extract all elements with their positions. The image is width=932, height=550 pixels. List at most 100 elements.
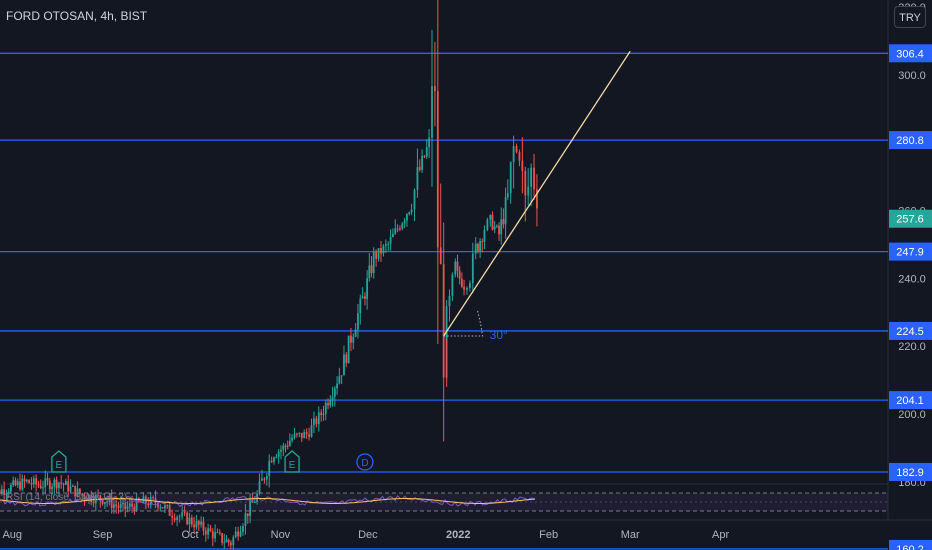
- dividend-marker-label: D: [361, 458, 368, 469]
- candle-body: [147, 503, 150, 506]
- candle-body: [251, 500, 254, 503]
- level-price-label: 306.4: [896, 48, 924, 60]
- candle-body: [57, 482, 60, 489]
- candle-body: [249, 500, 251, 517]
- candle-body: [237, 531, 240, 537]
- level-price-tag: [889, 539, 932, 550]
- candle-body: [463, 286, 465, 290]
- candle-body: [90, 494, 93, 502]
- candle-body: [280, 449, 282, 452]
- candle-body: [46, 478, 49, 481]
- candle-body: [364, 296, 366, 299]
- candle-body: [265, 476, 268, 480]
- candle-body: [225, 539, 228, 543]
- candle-body: [491, 214, 494, 230]
- candle-body: [536, 189, 538, 209]
- candle-body: [3, 489, 6, 495]
- candle-body: [218, 532, 221, 534]
- candle-body: [44, 478, 47, 488]
- rsi-label: RSI (14, close, SMA, 14, 2): [6, 492, 128, 503]
- candle-body: [343, 354, 345, 376]
- candle-body: [173, 517, 176, 521]
- candle-body: [338, 376, 341, 384]
- candle-body: [486, 219, 489, 230]
- candle-body: [366, 278, 369, 299]
- candle-body: [471, 253, 474, 284]
- candle-body: [32, 478, 35, 485]
- candle-body: [7, 491, 10, 494]
- candle-body: [10, 484, 12, 492]
- candle-body: [115, 504, 118, 507]
- candle-body: [154, 498, 157, 504]
- candle-body: [361, 296, 364, 299]
- earnings-marker: [284, 450, 300, 473]
- candle-body: [48, 480, 51, 490]
- candle-body: [263, 478, 266, 480]
- candle-body: [357, 313, 359, 330]
- candle-body: [200, 521, 203, 525]
- candle-body: [246, 513, 249, 517]
- candle-body: [67, 480, 70, 492]
- candle-body: [389, 237, 392, 244]
- candle-body: [122, 502, 124, 505]
- candle-body: [60, 482, 63, 484]
- candle-body: [37, 484, 40, 486]
- candle-body: [406, 214, 408, 221]
- candle-body: [164, 505, 166, 509]
- candle-body: [425, 147, 428, 157]
- candle-body: [229, 542, 232, 546]
- candle-body: [310, 425, 313, 437]
- candle-body: [159, 507, 162, 509]
- candle-body: [387, 243, 390, 245]
- candle-body: [468, 283, 471, 288]
- candle-body: [372, 252, 375, 274]
- candle-body: [94, 494, 97, 504]
- candle-body: [16, 481, 19, 485]
- level-price-tag: [889, 321, 932, 340]
- candle-body: [39, 485, 42, 489]
- candle-body: [106, 501, 109, 503]
- candle-body: [434, 86, 436, 92]
- candle-body: [293, 433, 296, 438]
- candle-body: [113, 504, 115, 508]
- candle-body: [423, 155, 426, 157]
- candle-body: [324, 402, 327, 414]
- candle-body: [256, 493, 258, 502]
- candle-body: [345, 354, 348, 364]
- candle-body: [74, 485, 77, 497]
- candle-body: [481, 241, 484, 243]
- candle-body: [286, 445, 289, 447]
- candle-body: [28, 479, 31, 484]
- candle-body: [431, 86, 433, 138]
- candle-body: [439, 247, 442, 265]
- candle-body: [479, 241, 481, 252]
- candle-body: [25, 479, 28, 482]
- candle-body: [451, 274, 454, 296]
- candle-body: [495, 225, 498, 227]
- candle-body: [193, 524, 196, 528]
- candle-body: [382, 245, 385, 254]
- candle-body: [117, 506, 120, 508]
- candle-body: [368, 265, 371, 279]
- candle-body: [305, 432, 308, 435]
- candle-body: [504, 197, 507, 225]
- currency-button[interactable]: TRY: [894, 6, 926, 28]
- candle-body: [329, 400, 332, 406]
- candle-body: [442, 264, 445, 378]
- candle-body: [308, 434, 310, 437]
- candle-body: [232, 537, 235, 546]
- candle-body: [275, 456, 278, 458]
- candle-body: [313, 418, 315, 426]
- candle-body: [317, 412, 320, 425]
- candle-body: [14, 480, 17, 485]
- candle-body: [101, 500, 104, 504]
- level-price-label: 182.9: [896, 467, 924, 479]
- candle-body: [152, 497, 155, 499]
- candle-body: [396, 228, 399, 230]
- rsi-ma-line: [0, 498, 536, 504]
- candle-body: [277, 451, 280, 457]
- candle-body: [178, 516, 181, 518]
